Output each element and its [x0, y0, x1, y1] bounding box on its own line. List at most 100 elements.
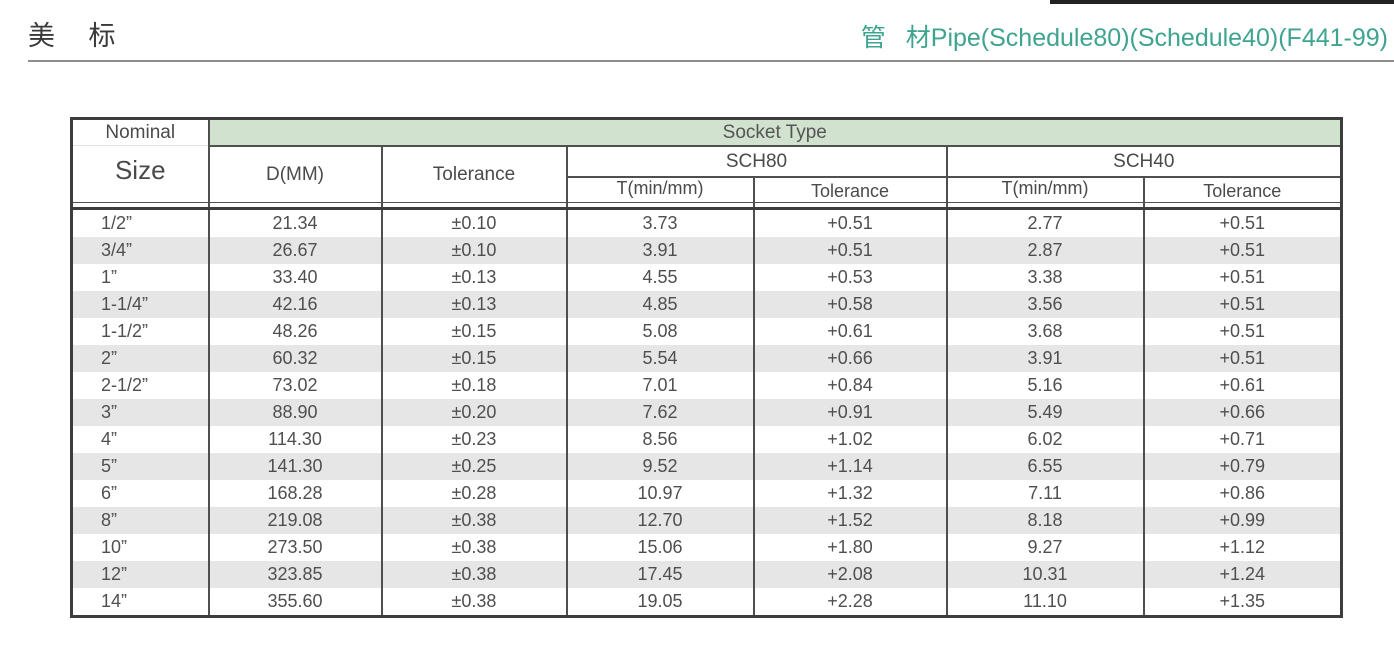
cell-sch80_tol: +0.58 — [752, 291, 947, 318]
cell-sch40_tol: +0.71 — [1142, 426, 1342, 453]
cell-d: 141.30 — [207, 453, 382, 480]
cell-size: 2” — [101, 348, 118, 368]
cell-d_tol: ±0.18 — [380, 372, 567, 399]
cell-d_tol: ±0.25 — [380, 453, 567, 480]
cell-d: 42.16 — [207, 291, 382, 318]
socket-type-header: Socket Type — [208, 118, 1342, 147]
cell-size: 6” — [101, 483, 118, 503]
cell-sch80_tol: +0.91 — [752, 399, 947, 426]
cell-sch80_t: 7.62 — [565, 399, 754, 426]
table-row: 6” 168.28 ±0.28 10.97 +1.32 7.11 +0.86 — [72, 480, 1342, 507]
cell-sch40_t: 2.77 — [945, 208, 1144, 237]
cell-sch40_t: 3.68 — [945, 318, 1144, 345]
cell-sch80_t: 5.54 — [565, 345, 754, 372]
cell-sch80_t: 5.08 — [565, 318, 754, 345]
cell-d_tol: ±0.15 — [380, 345, 567, 372]
cell-sch80_t: 17.45 — [565, 561, 754, 588]
cell-sch40_tol: +0.51 — [1142, 318, 1342, 345]
cell-d_tol: ±0.13 — [380, 264, 567, 291]
cell-sch40_t: 11.10 — [945, 588, 1144, 617]
pipe-spec-table: Nominal Size Socket Type D(MM) Tolerance… — [70, 117, 1344, 618]
cell-sch80_t: 15.06 — [565, 534, 754, 561]
cell-d: 355.60 — [207, 588, 382, 617]
cell-sch80_t: 9.52 — [565, 453, 754, 480]
cell-sch40_tol: +1.12 — [1142, 534, 1342, 561]
cell-size: 8” — [101, 510, 118, 530]
cell-sch40_t: 6.02 — [945, 426, 1144, 453]
cell-sch40_tol: +0.51 — [1142, 345, 1342, 372]
cell-sch40_tol: +0.99 — [1142, 507, 1342, 534]
cell-d: 33.40 — [207, 264, 382, 291]
cell-sch40_tol: +0.51 — [1142, 237, 1342, 264]
table-row: 1-1/4” 42.16 ±0.13 4.85 +0.58 3.56 +0.51 — [71, 291, 1342, 318]
top-right-bar — [1050, 0, 1394, 4]
cell-sch80_tol: +0.84 — [752, 372, 947, 399]
cell-sch40_t: 3.91 — [945, 345, 1144, 372]
table-row: 2-1/2” 73.02 ±0.18 7.01 +0.84 5.16 +0.61 — [72, 372, 1342, 399]
table-row: 10” 273.50 ±0.38 15.06 +1.80 9.27 +1.12 — [72, 534, 1342, 561]
cell-d_tol: ±0.15 — [380, 318, 567, 345]
cell-sch80_tol: +0.51 — [752, 208, 947, 237]
cell-sch80_t: 8.56 — [565, 426, 754, 453]
cell-size: 2-1/2” — [101, 375, 149, 395]
cell-d: 168.28 — [207, 480, 382, 507]
cell-d: 26.67 — [207, 237, 382, 264]
sch80-tolerance-header: Tolerance — [752, 177, 947, 203]
pipe-spec-table-wrap: Nominal Size Socket Type D(MM) Tolerance… — [70, 117, 1344, 618]
cell-d_tol: ±0.20 — [380, 399, 567, 426]
pipe-spec-title: 管 材Pipe(Schedule80)(Schedule40)(F441-99) — [860, 24, 1388, 52]
cell-d_tol: ±0.13 — [380, 291, 567, 318]
cell-sch80_tol: +1.52 — [752, 507, 947, 534]
cell-d: 60.32 — [207, 345, 382, 372]
cell-d: 323.85 — [207, 561, 382, 588]
cell-sch80_tol: +0.61 — [752, 318, 947, 345]
cell-d_tol: ±0.38 — [380, 561, 567, 588]
cell-sch80_t: 4.55 — [565, 264, 754, 291]
cell-sch40_tol: +0.51 — [1142, 264, 1342, 291]
cell-size: 10” — [101, 537, 128, 557]
sch80-header: SCH80 — [565, 146, 947, 178]
cell-d: 114.30 — [207, 426, 382, 453]
cell-sch80_tol: +1.32 — [752, 480, 947, 507]
cell-sch80_t: 10.97 — [565, 480, 754, 507]
cell-size: 1-1/4” — [101, 294, 149, 314]
d-tolerance-header: Tolerance — [380, 146, 567, 203]
cell-sch40_tol: +0.51 — [1142, 208, 1342, 237]
table-row: 4” 114.30 ±0.23 8.56 +1.02 6.02 +0.71 — [72, 426, 1342, 453]
cell-size: 14” — [101, 591, 128, 611]
cell-sch40_tol: +0.51 — [1142, 291, 1342, 318]
header-rule — [28, 60, 1394, 62]
table-row: 5” 141.30 ±0.25 9.52 +1.14 6.55 +0.79 — [71, 453, 1342, 480]
cell-sch40_tol: +0.79 — [1142, 453, 1342, 480]
cell-size: 12” — [101, 564, 128, 584]
sch80-tmin-header: T(min/mm) — [565, 177, 754, 203]
cell-d: 73.02 — [207, 372, 382, 399]
cell-size: 4” — [101, 429, 118, 449]
header-double-rule — [71, 202, 1342, 210]
cell-size: 1-1/2” — [101, 321, 149, 341]
cell-sch80_t: 3.91 — [565, 237, 754, 264]
cell-sch40_tol: +1.35 — [1142, 588, 1342, 617]
sch40-tolerance-header: Tolerance — [1142, 177, 1342, 203]
nominal-size-header: Nominal Size — [71, 118, 210, 203]
cell-sch80_t: 12.70 — [565, 507, 754, 534]
d-mm-header: D(MM) — [265, 163, 325, 185]
cell-d_tol: ±0.10 — [380, 237, 567, 264]
cell-size: 3/4” — [101, 240, 133, 260]
cell-sch80_tol: +2.28 — [752, 588, 947, 617]
cell-sch40_t: 9.27 — [945, 534, 1144, 561]
cell-d_tol: ±0.28 — [380, 480, 567, 507]
cell-sch80_tol: +2.08 — [752, 561, 947, 588]
cell-sch40_t: 6.55 — [945, 453, 1144, 480]
cell-d_tol: ±0.10 — [380, 208, 567, 237]
cell-sch40_tol: +0.61 — [1142, 372, 1342, 399]
cell-sch80_tol: +1.80 — [752, 534, 947, 561]
cell-size: 5” — [101, 456, 118, 476]
sch40-tmin-header: T(min/mm) — [945, 177, 1144, 203]
cell-sch40_tol: +0.86 — [1142, 480, 1342, 507]
cell-size: 1/2” — [101, 213, 133, 233]
cell-sch80_t: 3.73 — [565, 208, 754, 237]
cell-sch80_tol: +0.66 — [752, 345, 947, 372]
cell-sch80_tol: +1.14 — [752, 453, 947, 480]
size-label: Size — [114, 155, 166, 185]
